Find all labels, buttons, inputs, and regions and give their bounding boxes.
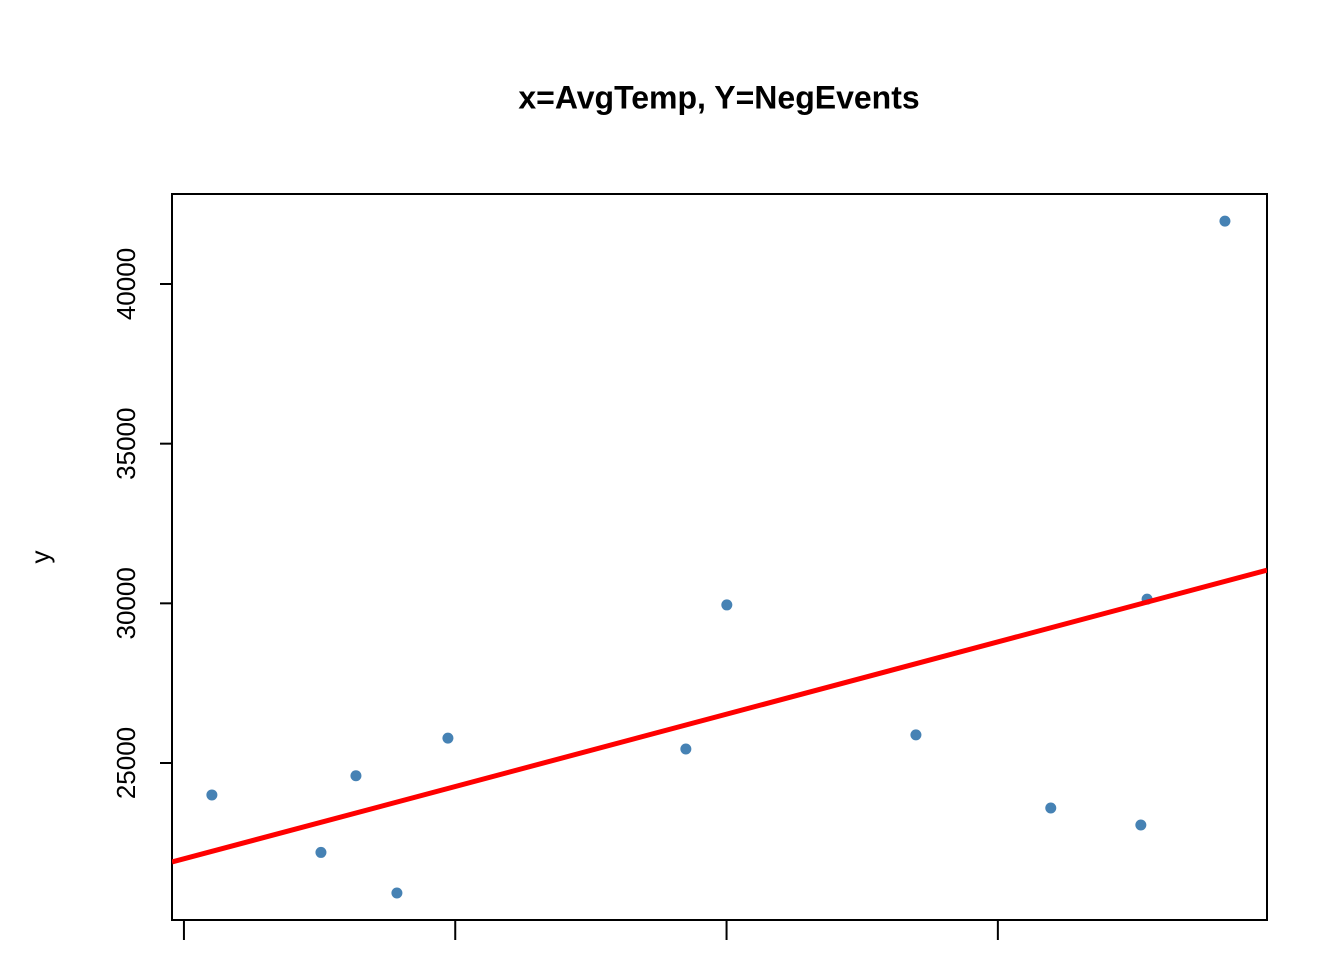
y-tick-label: 40000 — [111, 248, 141, 320]
point — [910, 729, 922, 741]
point — [1045, 802, 1057, 814]
y-tick-label: 30000 — [111, 567, 141, 639]
y-tick-label: 35000 — [111, 408, 141, 480]
point — [442, 732, 454, 744]
fit-line — [172, 567, 1267, 865]
chart-title: x=AvgTemp, Y=NegEvents — [518, 79, 919, 115]
point — [315, 846, 327, 858]
point — [680, 743, 692, 755]
point — [1219, 215, 1231, 227]
y-axis-label: y — [25, 551, 55, 564]
plot-frame — [171, 193, 1268, 921]
point — [1135, 819, 1147, 831]
point — [350, 770, 362, 782]
point — [721, 599, 733, 611]
y-tick-label: 25000 — [111, 727, 141, 799]
point — [206, 789, 218, 801]
point — [391, 887, 403, 899]
